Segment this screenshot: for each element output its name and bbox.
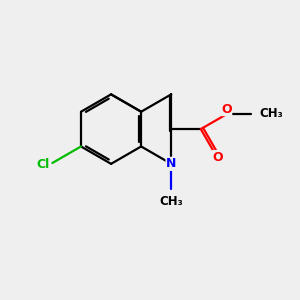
Text: O: O — [213, 151, 223, 164]
Text: Cl: Cl — [36, 158, 50, 171]
Text: CH₃: CH₃ — [260, 107, 283, 120]
Text: N: N — [166, 157, 176, 170]
Text: O: O — [221, 103, 232, 116]
Text: CH₃: CH₃ — [159, 195, 183, 208]
